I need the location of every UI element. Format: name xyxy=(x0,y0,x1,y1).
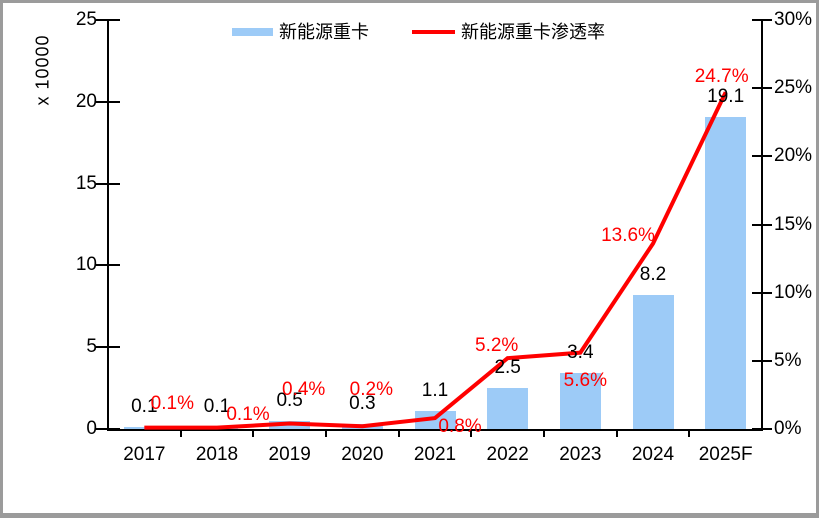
y-right-tick-label: 10% xyxy=(774,281,813,303)
bar-value-label: 0.3 xyxy=(349,393,376,415)
legend-item-line: 新能源重卡渗透率 xyxy=(412,22,605,42)
x-tick-label: 2021 xyxy=(413,444,457,465)
y-left-tick xyxy=(96,428,120,430)
y-left-tick xyxy=(96,182,120,185)
line-value-label: 0.1% xyxy=(150,392,194,414)
bar-value-label: 0.5 xyxy=(276,389,303,411)
bar-value-label: 8.2 xyxy=(639,263,667,285)
bar-value-label: 2.5 xyxy=(494,357,521,379)
line-value-label: 0.4% xyxy=(282,378,326,400)
bar-2020 xyxy=(341,424,383,429)
y-right-tick-label: 15% xyxy=(774,213,813,235)
line-value-label: 5.6% xyxy=(563,369,607,391)
y-right-tick-label: 0% xyxy=(774,418,802,439)
line-value-label: 13.6% xyxy=(601,224,655,246)
x-tick-label: 2022 xyxy=(486,444,529,465)
y-left-tick-label: 5 xyxy=(86,336,97,358)
x-axis-tick xyxy=(252,429,255,437)
legend-label-line: 新能源重卡渗透率 xyxy=(461,22,605,42)
y-right-tick-label: 5% xyxy=(774,349,802,371)
y-left-tick xyxy=(96,264,120,267)
bar-2024 xyxy=(632,294,674,429)
bar-2025F xyxy=(705,116,747,429)
line-value-label: 0.8% xyxy=(438,416,482,438)
x-tick-label: 2019 xyxy=(268,444,311,465)
legend-item-bars: 新能源重卡 xyxy=(232,22,369,42)
line-value-label: 5.2% xyxy=(475,335,519,357)
line-value-label: 0.1% xyxy=(226,403,270,425)
y-left-axis-line xyxy=(107,20,109,431)
x-axis-tick xyxy=(615,429,618,437)
x-axis-tick xyxy=(688,429,691,437)
y-left-tick xyxy=(96,19,120,21)
y-right-tick xyxy=(752,359,772,362)
y-right-tick xyxy=(752,428,772,430)
y-right-tick xyxy=(752,19,772,21)
bar-2019 xyxy=(269,420,311,429)
y-left-tick-label: 25 xyxy=(75,9,97,30)
line-value-label: 24.7% xyxy=(694,66,749,88)
y-right-axis-line xyxy=(761,20,763,431)
bar-2018 xyxy=(196,427,238,429)
y-left-tick-label: 15 xyxy=(75,172,97,194)
x-tick-label: 2025F xyxy=(698,444,753,465)
bar-value-label: 3.4 xyxy=(567,342,594,364)
y-right-tick xyxy=(752,291,772,294)
y-left-tick-label: 10 xyxy=(75,254,97,276)
bar-2022 xyxy=(487,388,529,429)
x-tick-label: 2018 xyxy=(195,444,239,465)
line-value-label: 0.2% xyxy=(349,379,393,401)
y-right-tick-label: 20% xyxy=(774,145,813,167)
bar-value-label: 19.1 xyxy=(707,85,745,107)
x-axis-tick xyxy=(397,429,400,437)
legend-label-bars: 新能源重卡 xyxy=(279,22,369,42)
x-tick-label: 2020 xyxy=(341,444,384,465)
x-axis-tick xyxy=(179,429,182,437)
bar-2017 xyxy=(123,427,165,429)
legend-bar-swatch-icon xyxy=(232,28,273,36)
x-tick-label: 2017 xyxy=(123,444,166,465)
x-tick-label: 2023 xyxy=(559,444,602,465)
plot-area: 25 20 15 10 5 0 30% 25% 20% 15% 10% 5% 0% 2017 2018 201… xyxy=(3,3,816,513)
x-axis-tick xyxy=(470,429,473,437)
y-right-tick-label: 25% xyxy=(774,77,813,99)
bar-value-label: 0.1 xyxy=(131,396,158,418)
y-right-tick xyxy=(752,155,772,158)
y-right-tick xyxy=(752,223,772,226)
x-tick-label: 2024 xyxy=(631,444,675,465)
y-left-tick-label: 20 xyxy=(75,90,97,112)
y-left-tick-label: 0 xyxy=(86,418,97,439)
y-right-tick xyxy=(752,87,772,90)
bar-value-label: 0.1 xyxy=(203,396,231,418)
x-axis-line xyxy=(107,429,763,431)
x-axis-tick xyxy=(325,429,327,437)
y-right-tick-label: 30% xyxy=(774,9,813,30)
legend-line-swatch-icon xyxy=(412,30,455,34)
y-left-tick xyxy=(96,346,120,349)
bar-value-label: 1.1 xyxy=(421,380,449,401)
y-left-tick xyxy=(96,100,120,103)
x-axis-tick xyxy=(543,429,545,437)
